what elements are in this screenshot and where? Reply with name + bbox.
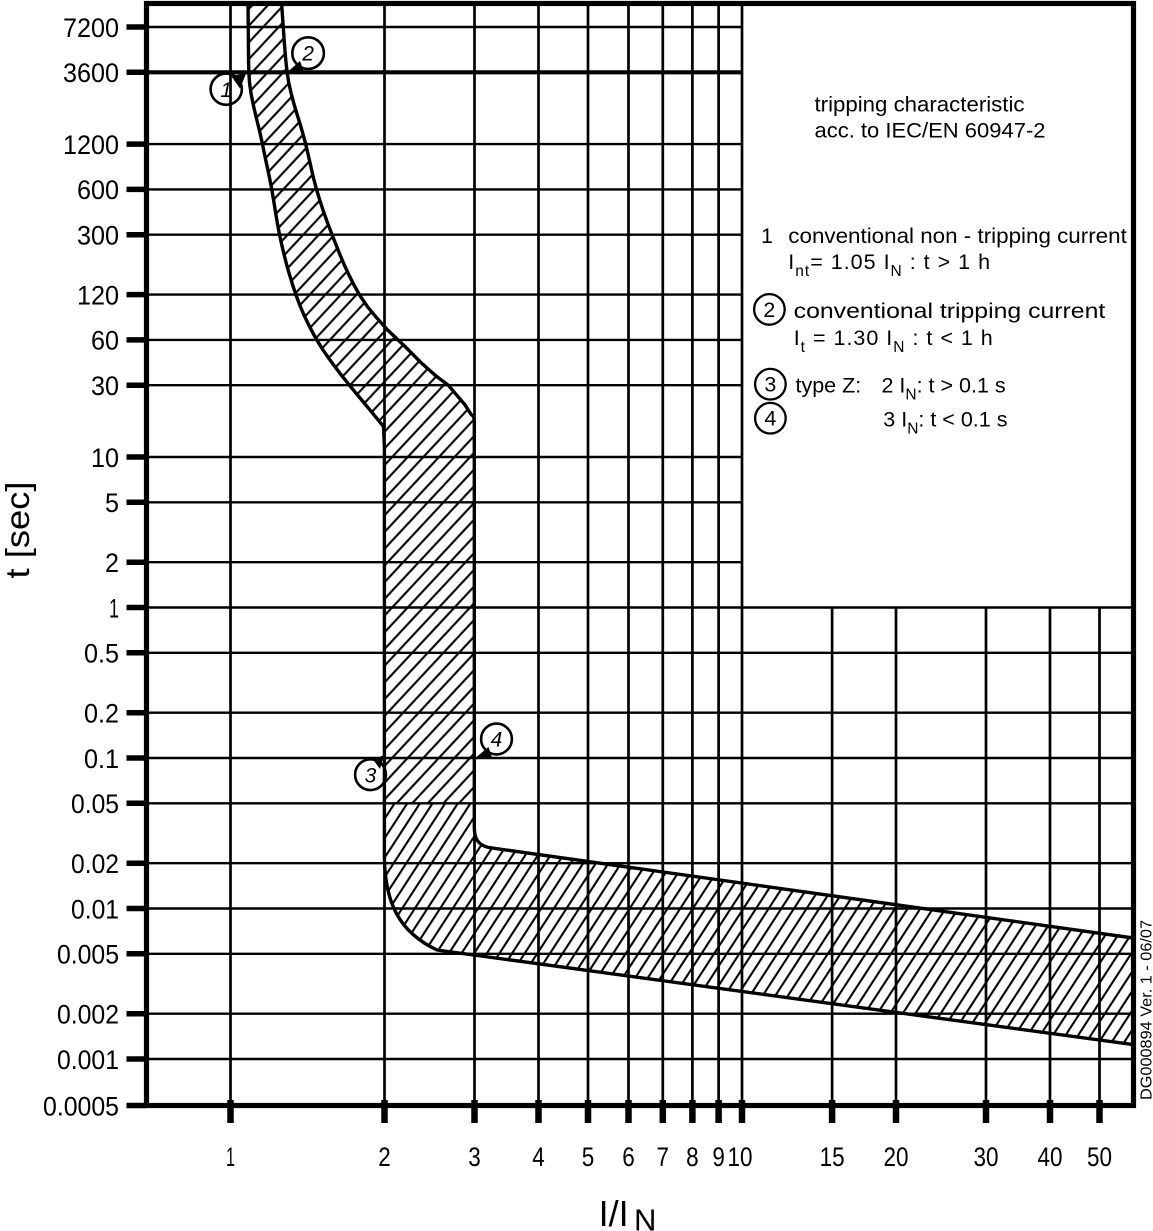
svg-text:1: 1 bbox=[226, 1142, 235, 1172]
svg-text:0.1: 0.1 bbox=[84, 744, 119, 774]
svg-text:10: 10 bbox=[91, 443, 119, 473]
svg-text:1200: 1200 bbox=[63, 130, 119, 160]
svg-text:2: 2 bbox=[763, 298, 775, 322]
svg-text:t [sec]: t [sec] bbox=[0, 482, 36, 579]
svg-text:I/I: I/I bbox=[599, 1193, 629, 1231]
svg-text:8: 8 bbox=[686, 1142, 699, 1172]
svg-text:15: 15 bbox=[820, 1142, 845, 1172]
svg-text:3: 3 bbox=[365, 764, 377, 787]
svg-text:5: 5 bbox=[105, 488, 119, 518]
svg-text:0.2: 0.2 bbox=[84, 699, 119, 729]
svg-text:7: 7 bbox=[657, 1142, 670, 1172]
svg-text:type Z:: type Z: bbox=[796, 373, 862, 397]
svg-text:20: 20 bbox=[884, 1142, 909, 1172]
svg-text:60: 60 bbox=[91, 326, 119, 356]
svg-text:0.5: 0.5 bbox=[84, 639, 119, 669]
svg-text:2: 2 bbox=[301, 43, 314, 66]
svg-text:600: 600 bbox=[77, 175, 119, 205]
svg-text:conventional non - tripping cu: conventional non - tripping current bbox=[788, 224, 1127, 248]
svg-text:DG000894 Ver. 1 - 06/07: DG000894 Ver. 1 - 06/07 bbox=[1139, 920, 1153, 1100]
svg-text:3600: 3600 bbox=[63, 58, 119, 88]
svg-text:2: 2 bbox=[378, 1142, 391, 1172]
svg-text:3: 3 bbox=[468, 1142, 481, 1172]
svg-text:9: 9 bbox=[712, 1142, 725, 1172]
svg-text:0.001: 0.001 bbox=[57, 1045, 119, 1075]
svg-text:0.002: 0.002 bbox=[57, 1000, 119, 1030]
svg-text:50: 50 bbox=[1087, 1142, 1112, 1172]
svg-text:30: 30 bbox=[91, 371, 119, 401]
svg-text:conventional tripping current: conventional tripping current bbox=[794, 299, 1106, 323]
svg-text:N: N bbox=[634, 1203, 656, 1231]
svg-text:120: 120 bbox=[77, 280, 119, 310]
svg-text:0.01: 0.01 bbox=[71, 894, 119, 924]
svg-text:0.05: 0.05 bbox=[71, 789, 119, 819]
svg-text:4: 4 bbox=[532, 1142, 545, 1172]
svg-text:tripping characteristic: tripping characteristic bbox=[815, 93, 1025, 117]
svg-text:30: 30 bbox=[974, 1142, 999, 1172]
svg-text:300: 300 bbox=[77, 221, 119, 251]
svg-text:4: 4 bbox=[764, 407, 776, 431]
svg-text:6: 6 bbox=[622, 1142, 635, 1172]
svg-text:0.005: 0.005 bbox=[57, 940, 119, 970]
svg-text:7200: 7200 bbox=[63, 13, 119, 43]
svg-text:2: 2 bbox=[105, 548, 119, 578]
svg-text:1: 1 bbox=[220, 79, 232, 102]
svg-text:1: 1 bbox=[109, 593, 119, 623]
svg-text:3: 3 bbox=[764, 373, 776, 397]
svg-text:40: 40 bbox=[1038, 1142, 1063, 1172]
svg-text:0.02: 0.02 bbox=[71, 849, 119, 879]
svg-text:10: 10 bbox=[728, 1142, 753, 1172]
svg-text:4: 4 bbox=[491, 729, 503, 752]
svg-text:1: 1 bbox=[761, 224, 773, 248]
svg-text:0.0005: 0.0005 bbox=[43, 1091, 119, 1121]
svg-text:5: 5 bbox=[582, 1142, 595, 1172]
svg-text:acc. to IEC/EN 60947-2: acc. to IEC/EN 60947-2 bbox=[815, 118, 1046, 142]
